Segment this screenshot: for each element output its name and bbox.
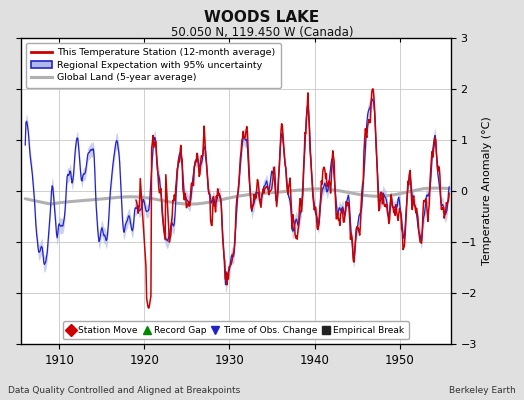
Text: Data Quality Controlled and Aligned at Breakpoints: Data Quality Controlled and Aligned at B… xyxy=(8,386,240,395)
Y-axis label: Temperature Anomaly (°C): Temperature Anomaly (°C) xyxy=(483,117,493,265)
Legend: Station Move, Record Gap, Time of Obs. Change, Empirical Break: Station Move, Record Gap, Time of Obs. C… xyxy=(63,322,409,340)
Text: Berkeley Earth: Berkeley Earth xyxy=(450,386,516,395)
Text: WOODS LAKE: WOODS LAKE xyxy=(204,10,320,25)
Text: 50.050 N, 119.450 W (Canada): 50.050 N, 119.450 W (Canada) xyxy=(171,26,353,39)
